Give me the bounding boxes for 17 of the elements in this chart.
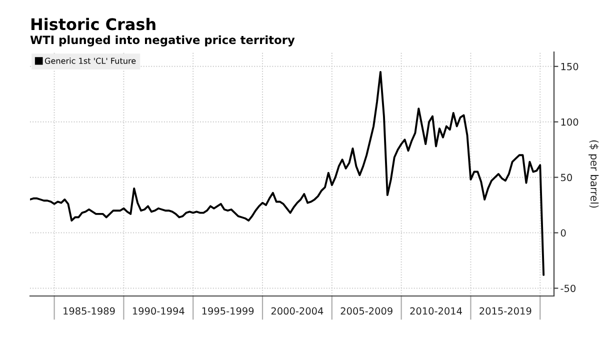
y-axis-title: ($ per barrel) bbox=[588, 140, 599, 208]
y-tick-label: 0 bbox=[560, 229, 566, 237]
line-series bbox=[30, 70, 545, 276]
chart-subtitle: WTI plunged into negative price territory bbox=[30, 35, 295, 46]
x-tick-label: 2000-2004 bbox=[271, 307, 324, 315]
x-tick-label: 2015-2019 bbox=[480, 307, 532, 315]
x-tick-label: 1990-1994 bbox=[132, 307, 184, 315]
y-tick-label: 150 bbox=[561, 62, 578, 70]
x-tick-label: 2010-2014 bbox=[410, 307, 462, 315]
x-tick-label: 2005-2009 bbox=[340, 307, 392, 315]
legend-label: Generic 1st 'CL' Future bbox=[44, 58, 136, 64]
y-tick-label: 100 bbox=[561, 118, 578, 126]
x-tick-label: 1995-1999 bbox=[202, 307, 254, 315]
y-tick-label: 50 bbox=[561, 174, 572, 182]
x-tick-label: 1985-1989 bbox=[64, 307, 115, 315]
chart-title: Historic Crash bbox=[31, 18, 156, 30]
y-tick-label: -50 bbox=[560, 284, 576, 292]
